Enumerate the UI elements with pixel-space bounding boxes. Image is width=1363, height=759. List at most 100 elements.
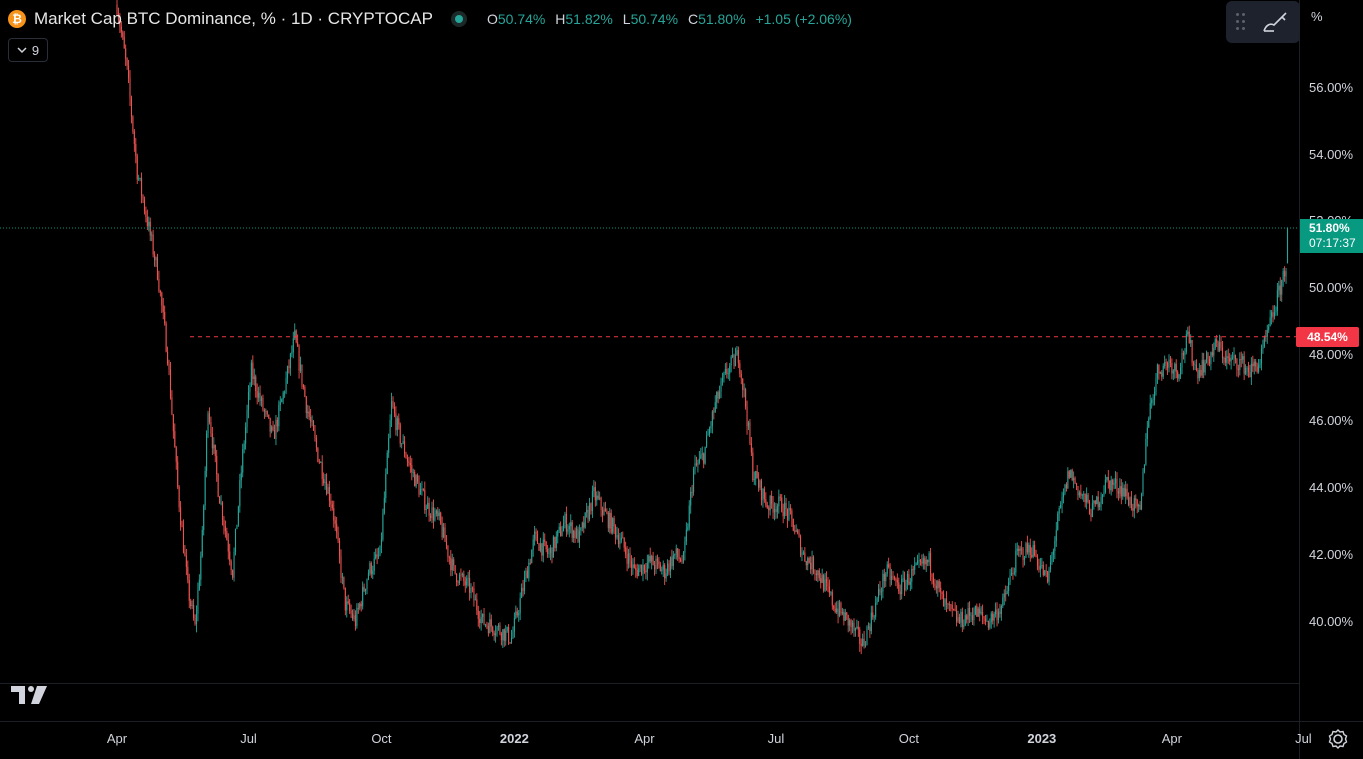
candle: [694, 455, 696, 475]
candle: [918, 552, 920, 569]
candle-body: [1113, 483, 1115, 485]
candle-body: [690, 491, 692, 506]
candle: [1262, 339, 1264, 354]
candle: [380, 532, 382, 554]
candle-body: [584, 512, 586, 528]
candle-body: [704, 446, 706, 464]
candle: [1149, 394, 1151, 420]
candle: [864, 641, 867, 648]
candle: [549, 544, 552, 561]
candle-body: [834, 608, 836, 613]
candle: [724, 363, 726, 376]
candle: [220, 494, 222, 506]
candle: [1012, 567, 1014, 580]
candle-body: [337, 532, 339, 541]
candle: [1181, 348, 1183, 375]
candle: [349, 599, 351, 615]
candle: [1028, 542, 1030, 558]
candle: [541, 543, 543, 562]
candle: [707, 428, 709, 436]
candle: [438, 508, 440, 521]
candle-body: [466, 578, 468, 586]
candle-body: [116, 4, 118, 14]
candle: [454, 565, 456, 575]
candle: [535, 528, 537, 542]
candle-body: [334, 520, 336, 524]
candle: [421, 481, 423, 496]
candle-body: [409, 463, 411, 466]
candle-body: [768, 507, 770, 511]
drawing-toolbar[interactable]: [1226, 1, 1300, 43]
candle: [427, 496, 429, 509]
candle-body: [1224, 357, 1226, 363]
candle-body: [402, 441, 404, 444]
candle: [714, 395, 716, 414]
tradingview-logo[interactable]: [11, 684, 49, 706]
candle: [1049, 555, 1052, 573]
candle-body: [864, 645, 867, 646]
time-tick-label: Oct: [371, 731, 392, 746]
candle-body: [1097, 496, 1099, 508]
candle-body: [807, 558, 809, 566]
candle: [606, 508, 608, 515]
candle-body: [447, 545, 449, 557]
candle: [1268, 323, 1270, 333]
horizontal-line-label[interactable]: 48.54%: [1296, 326, 1359, 347]
candle-body: [315, 438, 317, 448]
candle: [1266, 324, 1268, 344]
candle-body: [652, 555, 654, 566]
candle: [1119, 478, 1121, 499]
market-status-icon[interactable]: [451, 11, 467, 27]
candle: [995, 602, 997, 618]
brush-icon[interactable]: [1260, 9, 1292, 35]
candle: [823, 573, 825, 593]
symbol-title[interactable]: Market Cap BTC Dominance, % · 1D · CRYPT…: [34, 9, 433, 28]
candle-body: [626, 554, 628, 564]
candle-body: [1038, 566, 1040, 570]
candle-body: [739, 363, 741, 374]
candle-body: [1266, 329, 1268, 337]
candle-body: [613, 518, 615, 527]
candle: [760, 478, 763, 506]
candle: [1162, 363, 1164, 380]
candle: [1078, 490, 1080, 498]
candle: [769, 495, 771, 516]
candle-body: [570, 522, 572, 527]
candle: [138, 174, 140, 181]
candle-body: [389, 419, 391, 438]
candle-body: [755, 471, 757, 480]
candle-body: [278, 404, 280, 427]
candle: [460, 568, 462, 581]
indicators-toggle-button[interactable]: 9: [8, 38, 48, 62]
candle-body: [418, 481, 420, 495]
candle: [458, 572, 461, 586]
candle: [120, 21, 122, 38]
price-tick-label: 54.00%: [1309, 146, 1354, 162]
candle-body: [1116, 478, 1118, 492]
candle-body: [840, 602, 842, 614]
candle-body: [1286, 227, 1289, 264]
candle: [307, 404, 309, 420]
candle: [979, 603, 981, 622]
candle-body: [453, 559, 455, 566]
candle-body: [1174, 363, 1176, 371]
candle-body: [305, 396, 307, 414]
candle: [603, 502, 605, 516]
candle-body: [399, 424, 401, 444]
settings-gear-icon[interactable]: [1327, 728, 1349, 750]
candle-body: [406, 458, 409, 462]
candle: [388, 433, 390, 458]
candle-body: [1171, 362, 1173, 374]
candle-body: [586, 509, 588, 513]
candle: [1234, 354, 1237, 364]
candle-body: [1074, 478, 1076, 484]
candle-body: [213, 444, 215, 449]
candle: [704, 446, 706, 465]
candle-body: [1226, 356, 1228, 363]
drag-grip-icon[interactable]: [1236, 13, 1246, 31]
candle-body: [207, 413, 209, 434]
candle: [880, 587, 882, 601]
candle-body: [307, 411, 309, 414]
time-tick-label: Apr: [106, 731, 128, 746]
